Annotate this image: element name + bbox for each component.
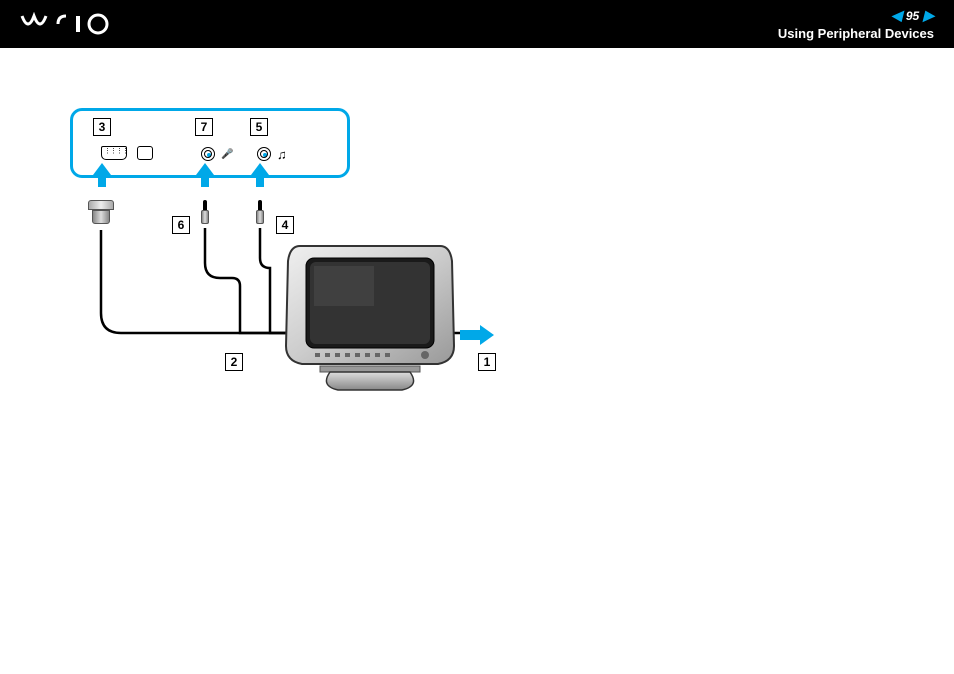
callout-2: 2	[225, 353, 243, 371]
section-title: Using Peripheral Devices	[778, 26, 934, 41]
power-arrow-icon	[460, 325, 494, 350]
crt-monitor-icon	[280, 236, 460, 396]
header-right: ◀ 95 ▶ Using Peripheral Devices	[778, 7, 934, 41]
page-nav: ◀ 95 ▶	[778, 7, 934, 24]
callout-1: 1	[478, 353, 496, 371]
next-page-arrow[interactable]: ▶	[923, 7, 934, 24]
connection-diagram: 🎤 ♫ 3 7 5 6 4 2	[60, 108, 530, 428]
prev-page-arrow[interactable]: ◀	[891, 7, 902, 24]
header-bar: ◀ 95 ▶ Using Peripheral Devices	[0, 0, 954, 48]
page-number: 95	[906, 9, 919, 23]
vaio-logo	[20, 12, 120, 36]
